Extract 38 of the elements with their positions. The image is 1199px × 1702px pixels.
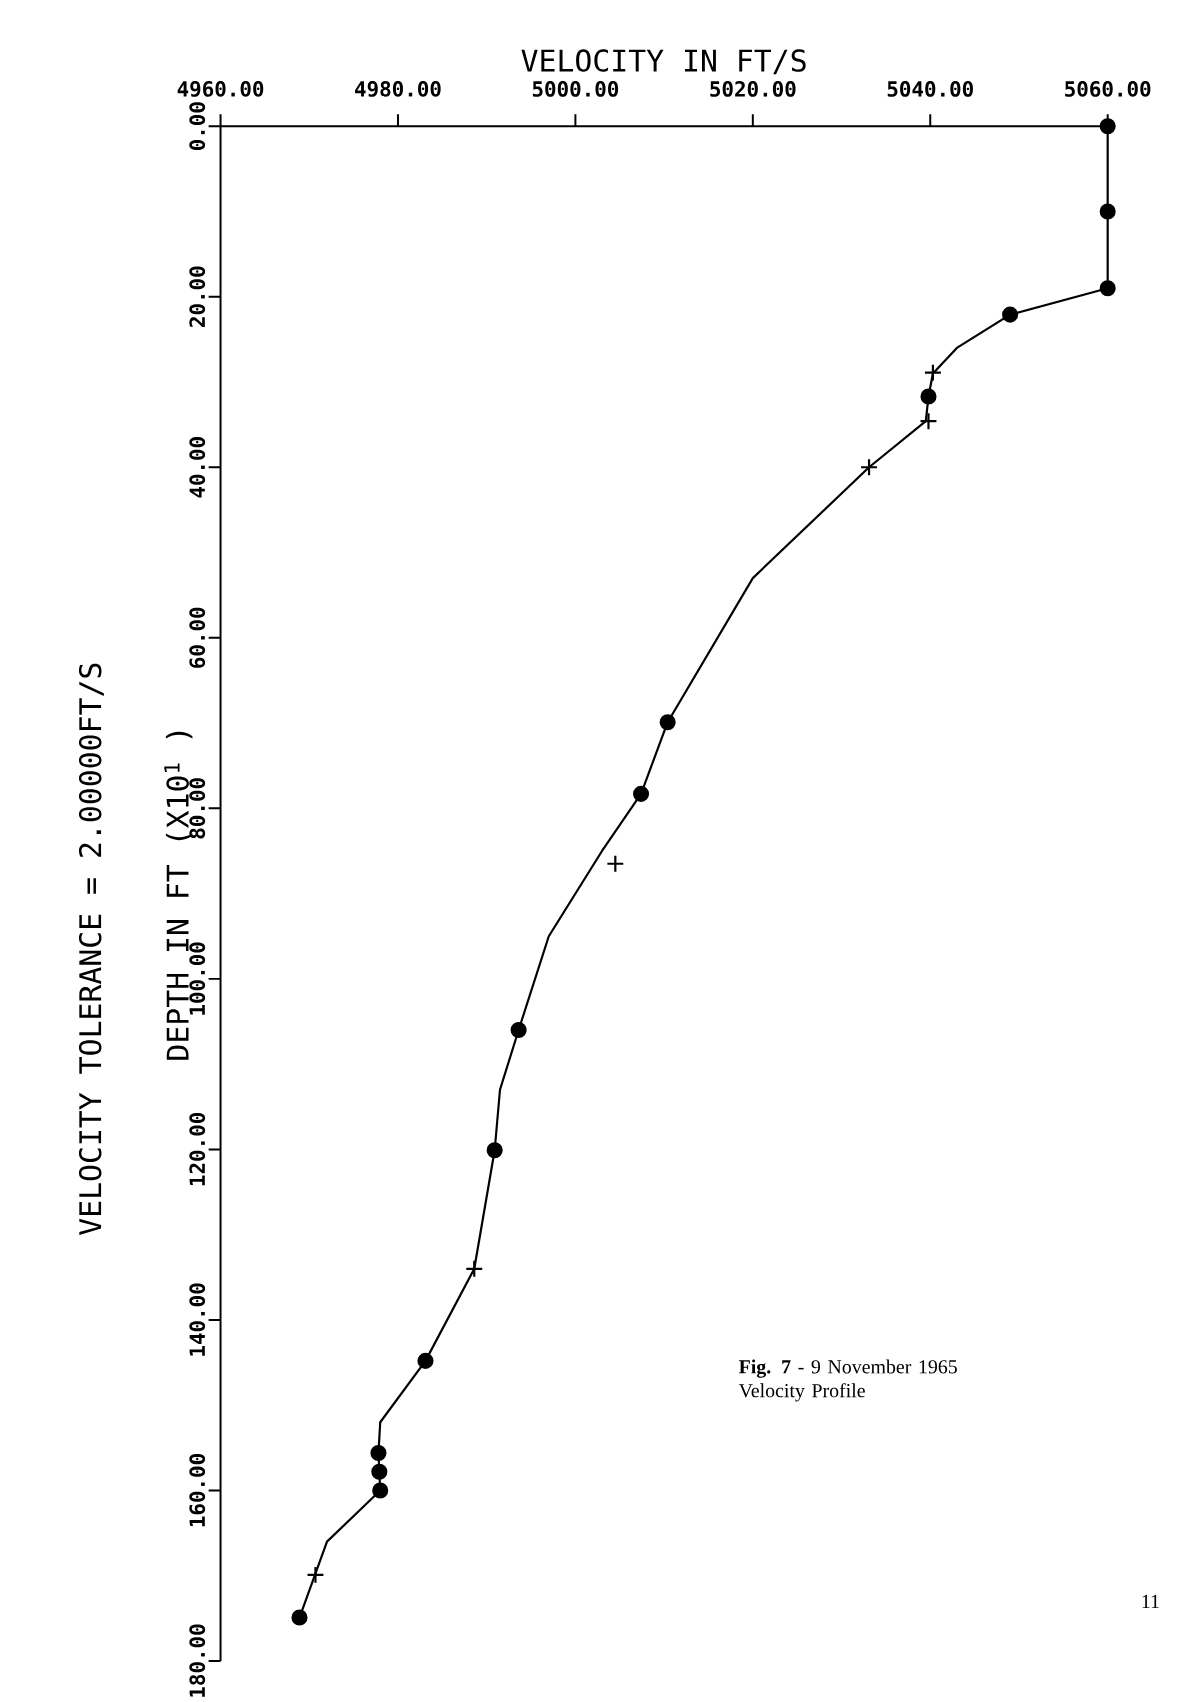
point	[859, 458, 879, 477]
x-tick-label: 5000.00	[532, 81, 619, 97]
point	[606, 854, 625, 873]
point	[659, 714, 676, 731]
point	[919, 412, 938, 431]
y-tick-label: 20.00	[189, 266, 206, 327]
point	[417, 1352, 434, 1369]
point	[1099, 118, 1116, 135]
point	[486, 1142, 503, 1159]
y-tick-label: 0.00	[189, 102, 206, 151]
point	[920, 388, 937, 405]
x-axis-title: VELOCITY IN FT/S	[521, 49, 806, 75]
annotation: Fig. 7 - 9 November 1965 Velocity Profile	[738, 1359, 957, 1402]
point	[923, 363, 942, 382]
y-tick-label: 60.00	[189, 607, 206, 668]
point	[510, 1021, 527, 1039]
x-tick-label: 4960.00	[177, 80, 264, 97]
x-tick-label: 5040.00	[887, 81, 973, 97]
point	[371, 1463, 388, 1480]
text: VELOCITY TOLERANCE = 2.00000FT/S	[78, 663, 104, 1235]
point	[1099, 203, 1116, 220]
point	[370, 1444, 387, 1462]
y-tick-label: 120.00	[189, 1112, 206, 1186]
point	[372, 1482, 389, 1499]
y-tick-label: 160.00	[189, 1454, 206, 1527]
point	[306, 1565, 325, 1584]
text: 11	[1142, 1594, 1159, 1608]
y-tick-label: 140.00	[189, 1283, 206, 1356]
point	[1099, 280, 1116, 297]
point	[291, 1609, 308, 1626]
point	[465, 1259, 484, 1278]
x-tick-label: 5060.00	[1065, 81, 1151, 97]
y-tick-label: 40.00	[189, 437, 206, 498]
point	[632, 785, 650, 802]
y-tick-label: 180.00	[189, 1624, 206, 1697]
point	[1002, 306, 1019, 323]
x-tick-label: 5020.00	[710, 81, 796, 97]
x-tick-label: 4980.00	[355, 80, 441, 97]
